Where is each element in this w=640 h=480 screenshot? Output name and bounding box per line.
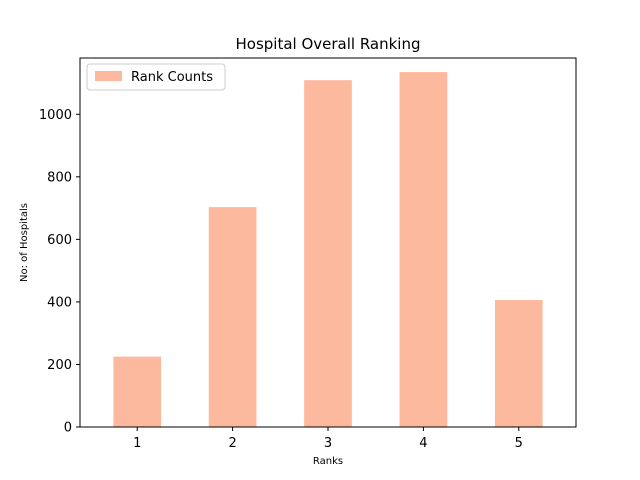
bar-rank-4: [399, 72, 448, 427]
y-tick-label: 400: [47, 295, 72, 310]
chart-title: Hospital Overall Ranking: [235, 35, 420, 53]
y-tick-label: 1000: [39, 108, 72, 123]
legend-swatch: [95, 71, 122, 81]
y-axis-label: No: of Hospitals: [19, 203, 30, 282]
bar-rank-1: [113, 356, 162, 427]
x-tick-label: 1: [133, 436, 141, 451]
y-tick-label: 200: [47, 358, 72, 373]
bars-layer: [113, 72, 543, 427]
bar-rank-2: [208, 207, 257, 427]
legend-entry-rank-counts: Rank Counts: [131, 70, 213, 85]
y-tick-label: 800: [47, 170, 72, 185]
x-tick-label: 2: [228, 436, 236, 451]
y-axis-ticks: 0 200 400 600 800 1000: [39, 108, 80, 436]
y-tick-label: 600: [47, 233, 72, 248]
y-tick-label: 0: [64, 421, 72, 436]
bar-rank-5: [494, 300, 543, 427]
x-tick-label: 5: [515, 436, 523, 451]
plot-frame: [79, 57, 577, 428]
legend: Rank Counts: [86, 63, 226, 91]
x-axis-ticks: 1 2 3 4 5: [133, 427, 523, 451]
x-axis-label: Ranks: [313, 456, 343, 467]
legend-frame: [86, 63, 226, 91]
x-tick-label: 3: [324, 436, 332, 451]
bar-rank-3: [304, 80, 352, 427]
x-tick-label: 4: [419, 436, 427, 451]
